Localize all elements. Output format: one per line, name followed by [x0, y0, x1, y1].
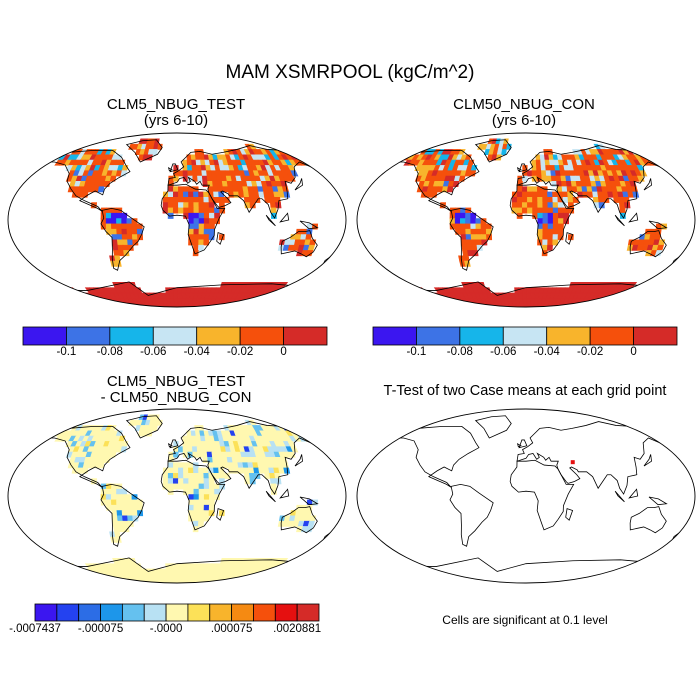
colorbar-difference: [34, 603, 320, 622]
panel-1-title-line2: (yrs 6-10): [143, 112, 209, 129]
colorbar-swatch: [196, 326, 241, 346]
colorbar-test-labels: -0.1 -0.08 -0.06 -0.04 -0.02 0: [22, 346, 328, 362]
colorbar-swatch: [143, 603, 167, 622]
colorbar-swatch: [100, 603, 123, 622]
map-panel-ttest: [356, 408, 696, 584]
colorbar-tick-label: 0: [630, 346, 637, 358]
colorbar-swatch: [459, 326, 504, 346]
colorbar-swatch: [283, 326, 328, 346]
colorbar-swatch: [372, 326, 417, 346]
map-panel-control: [356, 132, 696, 308]
colorbar-tick-label: -0.08: [96, 346, 123, 358]
panel-2-title-line2: (yrs 6-10): [491, 112, 557, 129]
colorbar-swatch: [502, 326, 548, 346]
colorbar-swatch: [231, 603, 254, 622]
colorbar-tick-label: .000075: [210, 623, 253, 635]
colorbar-tick-label: -.0000: [149, 623, 183, 635]
colorbar-swatch: [209, 603, 233, 622]
panel-3-title-line2: - CLM50_NBUG_CON: [100, 389, 252, 406]
colorbar-swatch: [109, 326, 154, 346]
panel-1-title-line1: CLM5_NBUG_TEST: [106, 96, 246, 113]
colorbar-control: [372, 326, 678, 346]
map-panel-test: [7, 132, 347, 308]
panel-2-title-line1: CLM50_NBUG_CON: [453, 96, 595, 113]
panel-2-title: CLM50_NBUG_CON (yrs 6-10): [384, 97, 664, 129]
colorbar-tick-label: -0.02: [577, 346, 604, 358]
colorbar-tick-label: .0020881: [273, 623, 322, 635]
colorbar-swatch: [633, 326, 678, 346]
colorbar-tick-label: -0.06: [490, 346, 517, 358]
colorbar-swatch: [34, 603, 58, 622]
colorbar-tick-label: -.000075: [77, 623, 124, 635]
colorbar-tick-label: -0.04: [183, 346, 210, 358]
colorbar-tick-label: -0.02: [227, 346, 254, 358]
colorbar-swatch: [239, 326, 284, 346]
colorbar-swatch: [296, 603, 320, 622]
panel-1-title: CLM5_NBUG_TEST (yrs 6-10): [36, 97, 316, 129]
colorbar-swatch: [121, 603, 145, 622]
colorbar-control-labels: -0.1 -0.08 -0.06 -0.04 -0.02 0: [372, 346, 678, 362]
colorbar-difference-labels: -.0007437 -.000075 -.0000 .000075 .0020881: [9, 623, 322, 639]
colorbar-tick-label: -0.04: [533, 346, 560, 358]
colorbar-tick-label: 0: [280, 346, 287, 358]
figure-title: MAM XSMRPOOL (kgC/m^2): [225, 62, 475, 83]
colorbar-swatch: [56, 603, 80, 622]
colorbar-tick-label: -0.1: [406, 346, 427, 358]
panel-3-title-line1: CLM5_NBUG_TEST: [106, 373, 246, 390]
colorbar-swatch: [66, 326, 111, 346]
colorbar-tick-label: -0.06: [140, 346, 167, 358]
colorbar-swatch: [274, 603, 298, 622]
panel-3-title: CLM5_NBUG_TEST - CLM50_NBUG_CON: [36, 374, 316, 406]
colorbar-swatch: [589, 326, 634, 346]
colorbar-swatch: [78, 603, 101, 622]
colorbar-swatch: [165, 603, 189, 622]
colorbar-test: [22, 326, 328, 346]
significance-note: Cells are significant at 0.1 level: [442, 613, 608, 627]
colorbar-tick-label: -0.08: [446, 346, 473, 358]
colorbar-swatch: [22, 326, 67, 346]
map-panel-difference: [7, 408, 347, 584]
panel-4-title: T-Test of two Case means at each grid po…: [383, 383, 667, 399]
colorbar-tick-label: -.0007437: [9, 623, 61, 635]
colorbar-swatch: [416, 326, 461, 346]
colorbar-tick-label: -0.1: [56, 346, 77, 358]
colorbar-swatch: [546, 326, 591, 346]
colorbar-swatch: [253, 603, 276, 622]
colorbar-swatch: [152, 326, 198, 346]
colorbar-swatch: [187, 603, 211, 622]
